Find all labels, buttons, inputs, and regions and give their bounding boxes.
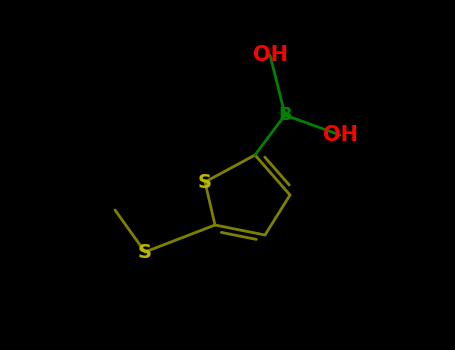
Text: B: B <box>278 106 292 124</box>
Text: OH: OH <box>323 125 358 145</box>
Text: S: S <box>198 173 212 191</box>
Text: S: S <box>138 243 152 261</box>
Text: OH: OH <box>253 45 288 65</box>
